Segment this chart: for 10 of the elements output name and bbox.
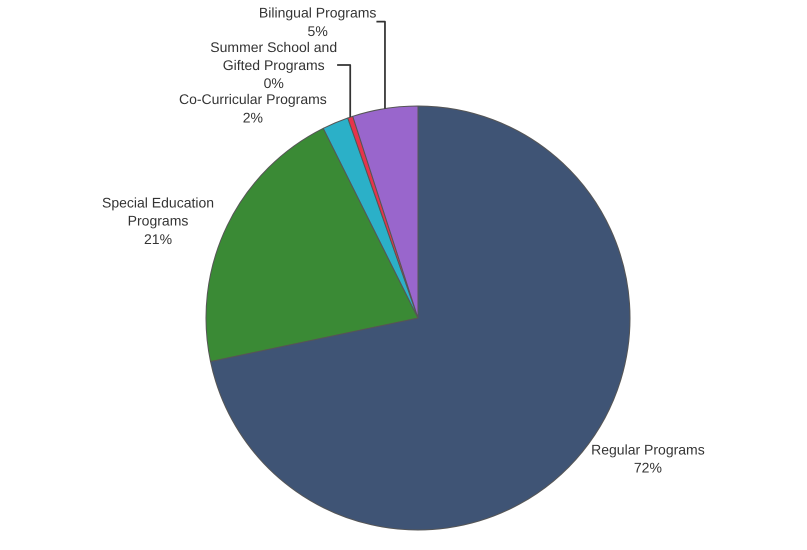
slice-label: Regular Programs [591, 441, 705, 458]
data-label: 72% [634, 460, 662, 476]
slice-label: Co-Curricular Programs [178, 91, 327, 108]
slice-label: Special Education Programs [102, 194, 214, 229]
data-label: 0% [264, 75, 284, 92]
data-label: 21% [144, 230, 172, 247]
slice-label: Bilingual Programs [258, 4, 376, 21]
data-label: 2% [242, 109, 263, 126]
slice-label: Summer School and Gifted Programs [210, 38, 338, 73]
data-label: 5% [308, 22, 328, 39]
